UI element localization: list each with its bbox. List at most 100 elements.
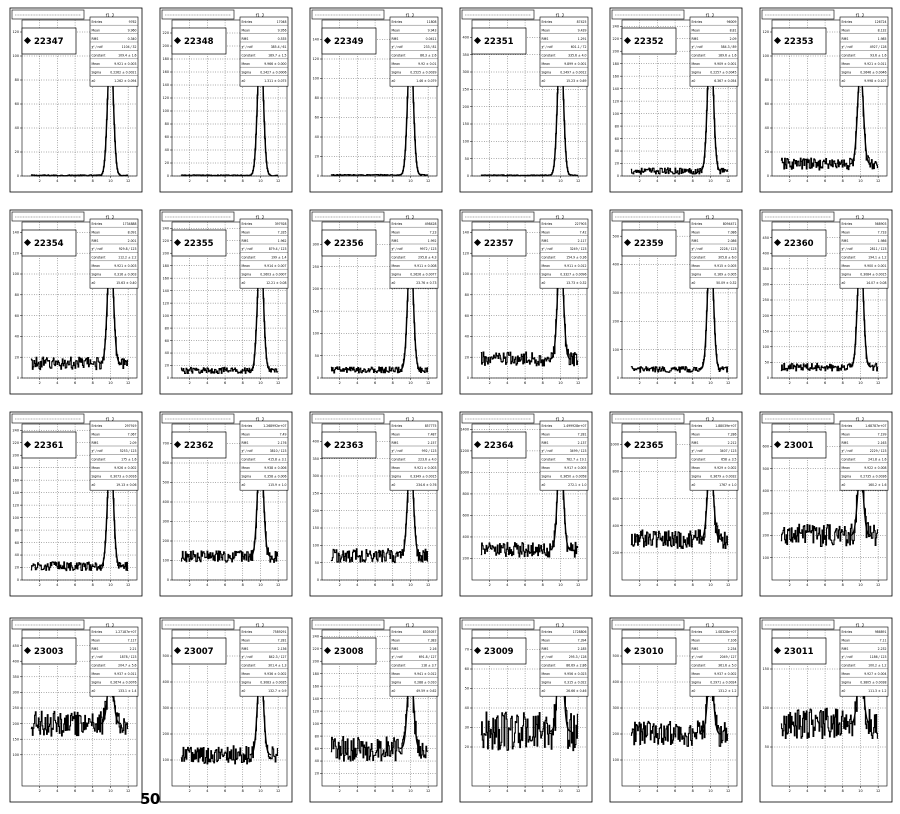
stats-value: 929.8 / 123 xyxy=(119,247,137,251)
stats-key: a0 xyxy=(542,281,546,285)
x-tick-label: 4 xyxy=(506,179,508,183)
y-tick-label: 50 xyxy=(315,354,319,358)
x-tick-label: 10 xyxy=(558,789,562,793)
marker-diamond xyxy=(323,36,332,45)
stats-value: 0.2971 ± 0.0024 xyxy=(710,680,736,684)
stats-key: a0 xyxy=(92,483,96,487)
x-tick-label: 12 xyxy=(726,179,730,183)
title-box xyxy=(611,413,685,424)
y-tick-label: 500 xyxy=(613,654,619,658)
x-tick-label: 10 xyxy=(408,381,412,385)
stats-key: Sigma xyxy=(242,70,252,74)
stats-value: 49.59 ± 0.62 xyxy=(416,689,436,693)
y-tick-label: 0 xyxy=(17,174,19,178)
stats-value: 133.1 ± 1.4 xyxy=(118,689,136,693)
x-tick-label: 8 xyxy=(542,789,544,793)
title-box xyxy=(311,619,385,630)
run-label-box xyxy=(621,637,677,665)
x-tick-label: 10 xyxy=(258,179,262,183)
stats-value: 112.2 ± 2.2 xyxy=(118,256,136,260)
marker-diamond xyxy=(773,36,782,45)
stats-key: RMS xyxy=(392,647,399,651)
stats-key: Mean xyxy=(692,466,700,470)
stats-value: 8.091 xyxy=(128,230,137,234)
title-box xyxy=(161,9,235,20)
x-tick-label: 10 xyxy=(708,381,712,385)
stats-key: Mean xyxy=(842,230,850,234)
x-tick-label: 2 xyxy=(489,381,491,385)
stats-key: Constant xyxy=(392,256,407,260)
y-tick-label: 60 xyxy=(765,102,769,106)
x-tick-label: 10 xyxy=(258,583,262,587)
histogram-panel: f1_2 2 4 6 8 10 12 20 40 60 80 100 120 140 160 180 200 22… xyxy=(309,617,443,803)
x-tick-label: 2 xyxy=(189,381,191,385)
stats-value: 857775 xyxy=(425,424,437,428)
y-tick-label: 250 xyxy=(313,492,319,496)
hist-name: f1_2 xyxy=(106,13,115,18)
x-tick-label: 4 xyxy=(806,381,808,385)
histogram-panel: f1_22 4 6 8 10 120204060801001201401601802002… xyxy=(609,7,743,193)
y-tick-label: 200 xyxy=(163,539,169,543)
x-tick-label: 10 xyxy=(108,179,112,183)
y-tick-label: 200 xyxy=(163,44,169,48)
stats-value: 0.3650 ± 0.0058 xyxy=(560,474,586,478)
histogram-panel: f1_22 4 6 8 10 1202040608010012014022357Entri… xyxy=(459,209,593,395)
stats-key: a0 xyxy=(242,281,246,285)
y-tick-label: 80 xyxy=(615,124,619,128)
stats-key: Mean xyxy=(842,638,850,642)
stats-box xyxy=(539,420,589,491)
y-tick-label: 250 xyxy=(763,298,769,302)
stats-key: Constant xyxy=(542,54,557,58)
stats-value: 2.16 xyxy=(430,647,437,651)
x-tick-label: 8 xyxy=(242,381,244,385)
x-tick-label: 8 xyxy=(542,381,544,385)
y-tick-label: 100 xyxy=(13,516,19,520)
stats-value: 3499 / 123 xyxy=(570,449,587,453)
stats-key: Mean xyxy=(242,28,250,32)
stats-key: Entries xyxy=(242,222,253,226)
y-tick-label: 40 xyxy=(615,149,619,153)
stats-value: 2.117 xyxy=(578,239,587,243)
y-tick-label: 60 xyxy=(315,116,319,120)
stats-key: a0 xyxy=(92,689,96,693)
stats-key: Constant xyxy=(242,664,257,668)
stats-value: 9.911 ± 0.008 xyxy=(414,264,436,268)
stats-value: 397928 xyxy=(275,222,287,226)
run-label-box xyxy=(321,637,377,665)
run-label: 22361 xyxy=(34,441,64,451)
stats-key: Mean xyxy=(392,638,400,642)
stats-value: 9.927 ± 0.004 xyxy=(864,672,886,676)
x-tick-label: 2 xyxy=(489,179,491,183)
stats-box xyxy=(839,420,889,491)
y-tick-label: 0 xyxy=(617,174,619,178)
stats-value: 335.6 ± 4.0 xyxy=(568,54,586,58)
plot-area xyxy=(21,221,138,379)
y-tick-label: 100 xyxy=(763,54,769,58)
x-tick-label: 12 xyxy=(876,381,880,385)
run-label-box xyxy=(621,229,677,257)
y-tick-label: 40 xyxy=(315,135,319,139)
stats-value: 7.383 xyxy=(428,638,437,642)
stats-value: 0.2603 ± 0.0007 xyxy=(260,272,286,276)
stats-key: χ² / ndf xyxy=(842,655,854,659)
y-tick-label: 0 xyxy=(467,376,469,380)
y-tick-label: 100 xyxy=(13,272,19,276)
title-box xyxy=(311,9,385,20)
x-tick-label: 2 xyxy=(339,789,341,793)
plot-area xyxy=(771,19,888,177)
y-tick-label: 220 xyxy=(163,31,169,35)
stats-value: 0.2735 ± 0.0036 xyxy=(860,474,886,478)
y-tick-label: 100 xyxy=(313,77,319,81)
stats-value: 189.6 ± 1.6 xyxy=(718,54,736,58)
stats-value: 9.966 ± 0.000 xyxy=(264,62,286,66)
y-tick-label: 400 xyxy=(463,535,469,539)
x-tick-label: 12 xyxy=(426,789,430,793)
stats-key: Mean xyxy=(692,28,700,32)
stats-value: 86.3 ± 2.6 xyxy=(420,54,436,58)
stats-value: 7589291 xyxy=(273,630,287,634)
y-tick-label: 40 xyxy=(15,335,19,339)
stats-key: Mean xyxy=(542,466,550,470)
stats-value: 2.086 xyxy=(728,239,737,243)
